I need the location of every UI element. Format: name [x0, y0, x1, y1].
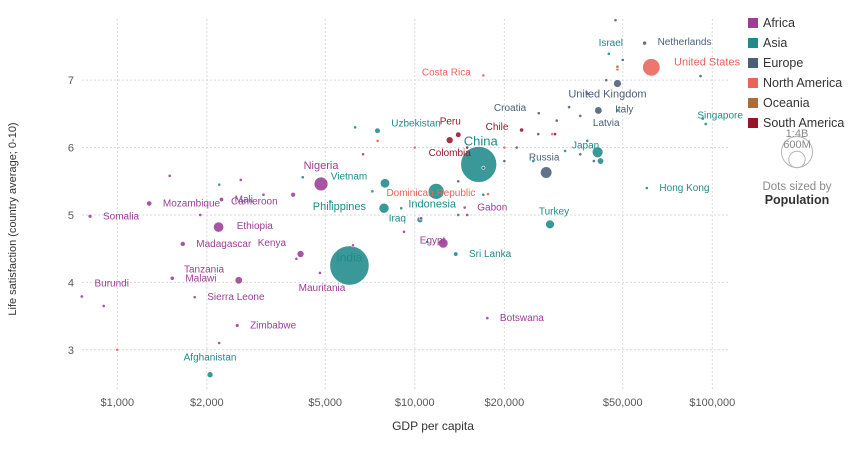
svg-text:Indonesia: Indonesia — [408, 198, 457, 210]
svg-text:Tanzania: Tanzania — [184, 264, 224, 275]
svg-text:Asia: Asia — [763, 36, 787, 50]
svg-text:Africa: Africa — [763, 16, 795, 30]
svg-text:Vietnam: Vietnam — [331, 171, 368, 182]
svg-text:Dots sized by: Dots sized by — [762, 181, 831, 193]
svg-text:Cameroon: Cameroon — [231, 197, 278, 208]
svg-text:Mozambique: Mozambique — [163, 198, 221, 209]
svg-text:Sri Lanka: Sri Lanka — [469, 249, 512, 260]
svg-text:Russia: Russia — [529, 152, 560, 163]
svg-text:$1,000: $1,000 — [100, 397, 134, 409]
svg-text:5: 5 — [68, 210, 74, 222]
svg-text:Gabon: Gabon — [477, 203, 507, 214]
svg-text:$10,000: $10,000 — [395, 397, 435, 409]
svg-text:Iraq: Iraq — [389, 214, 406, 225]
svg-text:4: 4 — [68, 277, 74, 289]
svg-text:United Kingdom: United Kingdom — [568, 89, 646, 101]
svg-text:$100,000: $100,000 — [689, 397, 735, 409]
svg-text:Colombia: Colombia — [429, 148, 472, 159]
svg-text:$20,000: $20,000 — [484, 397, 524, 409]
svg-text:Israel: Israel — [599, 38, 623, 49]
svg-text:Netherlands: Netherlands — [658, 37, 712, 48]
svg-text:GDP per capita: GDP per capita — [392, 419, 474, 433]
svg-text:Turkey: Turkey — [539, 206, 569, 217]
svg-text:Hong Kong: Hong Kong — [659, 183, 709, 194]
svg-text:Uzbekistan: Uzbekistan — [391, 119, 440, 130]
svg-text:Philippines: Philippines — [313, 201, 367, 213]
svg-text:3: 3 — [68, 345, 74, 357]
svg-text:Singapore: Singapore — [697, 111, 743, 122]
svg-text:Sierra Leone: Sierra Leone — [207, 292, 265, 303]
svg-text:Mauritania: Mauritania — [299, 283, 346, 294]
svg-text:Afghanistan: Afghanistan — [184, 353, 237, 364]
svg-text:Latvia: Latvia — [593, 118, 620, 129]
svg-text:Italy: Italy — [615, 104, 633, 115]
svg-text:Madagascar: Madagascar — [196, 239, 252, 250]
svg-text:China: China — [464, 133, 499, 148]
svg-text:India: India — [336, 251, 362, 265]
svg-text:Nigeria: Nigeria — [304, 160, 340, 172]
svg-text:Burundi: Burundi — [95, 279, 129, 290]
svg-text:$2,000: $2,000 — [190, 397, 224, 409]
svg-text:$5,000: $5,000 — [308, 397, 342, 409]
svg-text:7: 7 — [68, 75, 74, 87]
svg-text:North America: North America — [763, 76, 842, 90]
svg-text:Zimbabwe: Zimbabwe — [250, 320, 297, 331]
svg-text:Egypt: Egypt — [420, 235, 446, 246]
svg-text:Life satisfaction (country ave: Life satisfaction (country average; 0-10… — [7, 122, 19, 315]
svg-text:Population: Population — [765, 193, 830, 207]
svg-text:Peru: Peru — [440, 117, 461, 128]
svg-text:Botswana: Botswana — [500, 313, 544, 324]
svg-text:$50,000: $50,000 — [603, 397, 643, 409]
svg-text:Croatia: Croatia — [494, 103, 527, 114]
svg-text:Kenya: Kenya — [258, 238, 287, 249]
svg-text:Chile: Chile — [486, 122, 509, 133]
svg-text:Costa Rica: Costa Rica — [422, 67, 471, 78]
svg-text:Japan: Japan — [572, 140, 599, 151]
svg-text:Dominican Republic: Dominican Republic — [386, 188, 475, 199]
svg-text:6: 6 — [68, 143, 74, 155]
svg-text:Europe: Europe — [763, 56, 803, 70]
svg-text:United States: United States — [674, 56, 741, 68]
svg-text:Somalia: Somalia — [103, 211, 140, 222]
svg-text:600M: 600M — [783, 139, 811, 151]
svg-text:Oceania: Oceania — [763, 96, 810, 110]
svg-text:Ethiopia: Ethiopia — [237, 221, 274, 232]
